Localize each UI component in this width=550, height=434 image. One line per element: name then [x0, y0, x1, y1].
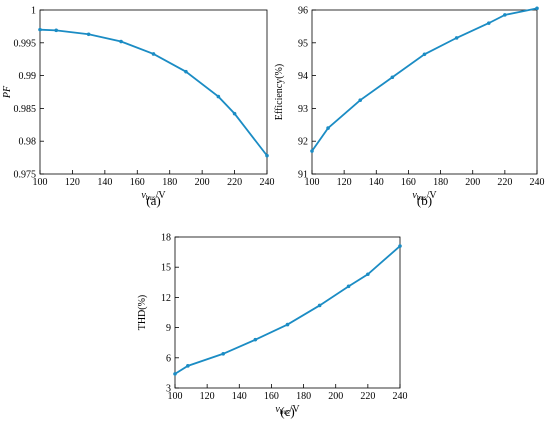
x-label-symbol: v [141, 190, 146, 201]
data-point [398, 244, 402, 248]
y-tick-label: 0.98 [19, 137, 37, 148]
data-point [173, 372, 177, 376]
x-label-symbol: v [412, 190, 417, 201]
x-label-subscript: bus [280, 408, 290, 416]
data-point [119, 39, 123, 44]
caption: (b) [417, 193, 432, 208]
y-tick-label: 0.99 [19, 71, 37, 82]
data-point [454, 36, 459, 40]
chart-panel: 100 120 140 160 180 200 220 240 3 6 9 12 15 18 vbus/V T… [137, 233, 408, 420]
data-point [503, 13, 507, 17]
x-tick-label: 120 [337, 177, 352, 188]
data-point [326, 126, 330, 130]
y-tick-label: 93 [298, 104, 308, 115]
data-point [38, 27, 42, 32]
x-tick-label: 100 [168, 391, 183, 402]
data-point [390, 75, 395, 80]
data-point [86, 32, 91, 37]
y-tick-label: 0.995 [14, 38, 37, 49]
data-line [311, 7, 538, 152]
x-tick-label: 220 [497, 177, 512, 188]
data-point [54, 28, 59, 33]
data-point [310, 149, 314, 153]
x-tick-label: 160 [401, 177, 416, 188]
y-tick-label: 3 [166, 384, 171, 395]
y-axis-label: Efficiency(%) [274, 64, 285, 120]
chart-panel: 100 120 140 160 180 200 220 240 91 92 93 94 95 96 vbus… [274, 6, 545, 209]
plot-frame [39, 9, 268, 175]
data-point [366, 272, 370, 277]
x-tick-label: 120 [65, 177, 80, 188]
x-axis-label: vbus/V [412, 190, 437, 202]
data-point [422, 52, 427, 57]
plot-frame [311, 9, 538, 175]
x-tick-label: 100 [305, 177, 320, 188]
y-tick-label: 6 [166, 353, 171, 364]
y-tick-label: 9 [166, 323, 171, 334]
x-tick-label: 200 [328, 391, 343, 402]
data-point [186, 364, 190, 368]
x-tick-label: 220 [227, 177, 242, 188]
y-tick-label: 91 [298, 170, 308, 181]
x-tick-label: 120 [200, 391, 215, 402]
y-tick-label: 15 [161, 263, 171, 274]
x-tick-label: 240 [260, 177, 275, 188]
x-tick-label: 180 [433, 177, 448, 188]
x-label-unit: /V [427, 190, 438, 201]
x-tick-label: 240 [530, 177, 545, 188]
x-axis-label: vbus/V [141, 190, 166, 202]
y-tick-label: 92 [298, 137, 308, 148]
data-point [151, 52, 156, 56]
caption: (a) [146, 193, 160, 208]
data-point [253, 337, 258, 342]
x-tick-label: 200 [195, 177, 210, 188]
x-tick-label: 160 [130, 177, 145, 188]
data-point [317, 303, 322, 308]
data-point [265, 153, 269, 158]
x-tick-label: 160 [264, 391, 279, 402]
data-line [174, 245, 401, 375]
y-tick-label: 0.975 [14, 170, 37, 181]
plot-frame [174, 236, 401, 389]
y-axis-label: PF [2, 85, 13, 99]
y-tick-label: 96 [298, 6, 308, 17]
x-tick-label: 140 [369, 177, 384, 188]
data-point [221, 351, 226, 356]
data-point [358, 98, 363, 102]
x-axis-label: vbus/V [275, 404, 300, 416]
x-tick-label: 240 [393, 391, 408, 402]
data-line [39, 28, 268, 157]
data-point [346, 284, 351, 289]
y-tick-label: 12 [161, 293, 171, 304]
data-point [184, 69, 188, 74]
chart-panel: 100 120 140 160 180 200 220 240 0.975 0.98 0.985 0.… [2, 6, 275, 209]
y-axis-label: THD(%) [137, 295, 148, 331]
x-label-unit: /V [290, 404, 301, 415]
x-label-subscript: bus [417, 194, 427, 202]
x-label-symbol: v [275, 404, 280, 415]
y-tick-label: 18 [161, 233, 171, 244]
caption: (c) [280, 404, 294, 419]
x-tick-label: 180 [162, 177, 177, 188]
x-tick-label: 180 [296, 391, 311, 402]
x-tick-label: 200 [465, 177, 480, 188]
data-point [216, 94, 221, 99]
x-label-unit: /V [156, 190, 167, 201]
data-point [535, 6, 539, 11]
y-tick-label: 95 [298, 38, 308, 49]
x-tick-label: 140 [97, 177, 112, 188]
x-tick-label: 140 [232, 391, 247, 402]
data-point [486, 21, 491, 25]
x-tick-label: 100 [33, 177, 48, 188]
data-point [285, 322, 290, 327]
x-tick-label: 220 [360, 391, 375, 402]
y-tick-label: 94 [298, 71, 308, 82]
x-label-subscript: bus [146, 194, 156, 202]
y-tick-label: 1 [31, 6, 36, 17]
data-point [232, 111, 237, 116]
y-tick-label: 0.985 [14, 104, 37, 115]
